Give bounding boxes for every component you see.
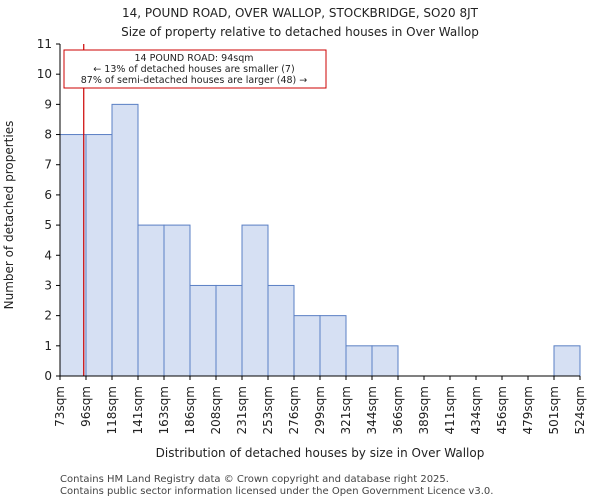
y-tick-label: 11 <box>37 37 52 51</box>
y-tick-label: 10 <box>37 67 52 81</box>
bar-299sqm <box>319 315 347 377</box>
annotation-line-1: 14 POUND ROAD: 94sqm <box>135 53 254 64</box>
x-tick-label: 411sqm <box>443 386 457 434</box>
bar-344sqm <box>371 345 399 377</box>
bar-321sqm <box>345 345 373 377</box>
bar-118sqm <box>111 103 139 377</box>
x-tick-label: 208sqm <box>209 386 223 434</box>
bar-96sqm <box>85 134 113 377</box>
x-tick-label: 186sqm <box>183 386 197 434</box>
x-tick-label: 299sqm <box>313 386 327 434</box>
x-tick-label: 389sqm <box>417 386 431 434</box>
y-tick-label: 5 <box>44 218 52 232</box>
y-axis-label: Number of detached properties <box>2 121 16 310</box>
y-tick-label: 7 <box>44 158 52 172</box>
x-tick-label: 231sqm <box>235 386 249 434</box>
x-axis-label: Distribution of detached houses by size … <box>156 446 485 460</box>
x-tick-label: 366sqm <box>391 386 405 434</box>
chart-subtitle: Size of property relative to detached ho… <box>121 25 479 39</box>
y-tick-label: 8 <box>44 128 52 142</box>
footer-line-1: Contains HM Land Registry data © Crown c… <box>60 474 449 485</box>
bar-253sqm <box>267 284 295 377</box>
x-tick-label: 163sqm <box>157 386 171 434</box>
y-tick-label: 9 <box>44 97 52 111</box>
chart-title: 14, POUND ROAD, OVER WALLOP, STOCKBRIDGE… <box>122 6 479 20</box>
x-tick-label: 141sqm <box>131 386 145 434</box>
bar-73sqm <box>59 134 87 377</box>
x-tick-label: 73sqm <box>53 386 67 427</box>
y-tick-label: 1 <box>44 339 52 353</box>
bar-163sqm <box>163 224 191 377</box>
x-tick-label: 321sqm <box>339 386 353 434</box>
annotation-border <box>63 49 327 89</box>
bar-141sqm <box>137 224 165 377</box>
x-tick-label: 524sqm <box>573 386 587 434</box>
bar-231sqm <box>241 224 269 377</box>
x-tick-label: 276sqm <box>287 386 301 434</box>
y-tick-label: 0 <box>44 369 52 383</box>
bar-501sqm <box>553 345 581 377</box>
y-tick-label: 4 <box>44 248 52 262</box>
y-tick-label: 2 <box>44 309 52 323</box>
x-tick-label: 96sqm <box>79 386 93 427</box>
x-tick-label: 479sqm <box>521 386 535 434</box>
footer-line-2: Contains public sector information licen… <box>60 486 493 497</box>
y-tick-label: 6 <box>44 188 52 202</box>
bar-276sqm <box>293 315 321 377</box>
x-tick-label: 456sqm <box>495 386 509 434</box>
x-tick-label: 501sqm <box>547 386 561 434</box>
y-tick-label: 3 <box>44 278 52 292</box>
annotation-box: 14 POUND ROAD: 94sqm ← 13% of detached h… <box>63 49 327 89</box>
annotation-line-2: ← 13% of detached houses are smaller (7) <box>93 64 294 75</box>
bar-186sqm <box>189 284 217 377</box>
x-tick-label: 253sqm <box>261 386 275 434</box>
x-tick-label: 344sqm <box>365 386 379 434</box>
x-tick-label: 118sqm <box>105 386 119 434</box>
annotation-line-3: 87% of semi-detached houses are larger (… <box>81 75 308 86</box>
x-tick-label: 434sqm <box>469 386 483 434</box>
bar-208sqm <box>215 284 243 377</box>
